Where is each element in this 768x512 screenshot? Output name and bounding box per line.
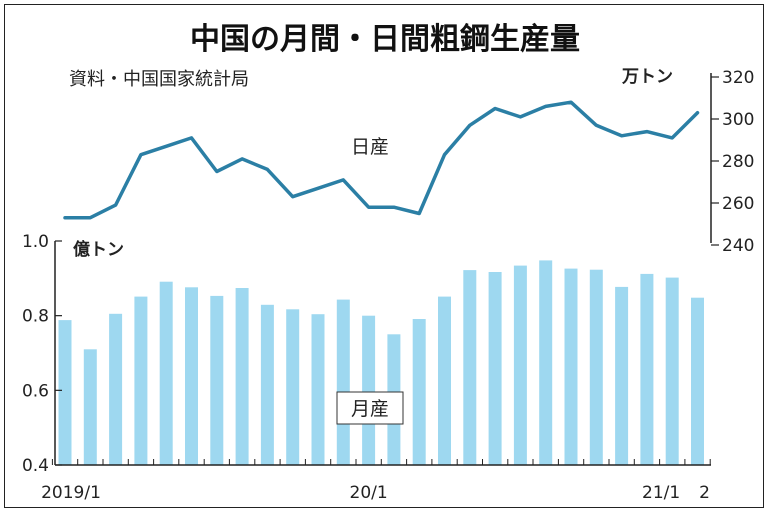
bar-series-label: 月産 [351, 398, 389, 420]
bar-22 [615, 286, 629, 465]
bar-14 [412, 319, 426, 465]
chart-title: 中国の月間・日間粗鋼生産量 [190, 22, 580, 57]
bar-series [58, 260, 704, 465]
bar-16 [463, 270, 477, 465]
right-tick-label-3: 260 [722, 194, 754, 214]
bar-12 [362, 315, 376, 465]
x-tick-label-0: 2019/1 [41, 483, 101, 503]
daily-output-line [63, 100, 700, 220]
left-tick-label-3: 0.4 [22, 456, 49, 476]
bar-11 [336, 299, 350, 465]
bar-23 [640, 273, 654, 465]
right-axis-ticks: 320 300 280 260 240 [711, 68, 754, 256]
left-tick-label-0: 1.0 [22, 232, 49, 252]
bar-24 [665, 277, 679, 465]
right-axis-unit: 万トン [621, 67, 673, 87]
bar-5 [185, 287, 198, 465]
right-tick-label-4: 240 [722, 236, 754, 256]
bar-4 [159, 281, 173, 465]
bar-7 [235, 288, 249, 465]
bar-25 [691, 297, 704, 465]
line-series-label: 日産 [351, 136, 389, 158]
bar-6 [210, 295, 224, 465]
left-axis-unit: 億トン [73, 239, 124, 260]
bar-15 [438, 296, 451, 465]
bar-20 [564, 268, 578, 465]
bar-9 [286, 309, 300, 465]
right-tick-label-0: 320 [722, 68, 754, 88]
bar-21 [589, 269, 603, 465]
x-tick-label-2: 21/1 [642, 483, 680, 503]
left-axis-ticks: 1.0 0.8 0.6 0.4 [22, 232, 62, 476]
right-tick-label-1: 300 [722, 110, 754, 130]
chart-source: 資料・中国国家統計局 [69, 69, 249, 90]
bar-0 [58, 320, 72, 465]
line-series [63, 100, 700, 220]
x-tick-label-3: 2 [699, 483, 710, 503]
bar-18 [513, 265, 527, 465]
bar-19 [539, 260, 553, 465]
left-tick-label-2: 0.6 [22, 381, 49, 401]
bar-1 [83, 349, 97, 465]
left-tick-label-1: 0.8 [22, 307, 49, 327]
bar-8 [260, 304, 274, 465]
chart-frame: 中国の月間・日間粗鋼生産量 資料・中国国家統計局 1.0 0.8 0.6 0.4 32… [4, 4, 764, 508]
bar-10 [311, 314, 325, 465]
bar-series-label-box [336, 391, 404, 425]
right-tick-label-2: 280 [722, 152, 754, 172]
bar-2 [109, 313, 123, 465]
bar-3 [134, 296, 148, 465]
chart-svg: 中国の月間・日間粗鋼生産量 資料・中国国家統計局 1.0 0.8 0.6 0.4 32… [22, 22, 755, 503]
x-axis-ticks: 2019/1 20/1 21/1 2 [41, 459, 711, 503]
bar-17 [488, 272, 502, 465]
x-tick-label-1: 20/1 [350, 483, 388, 503]
